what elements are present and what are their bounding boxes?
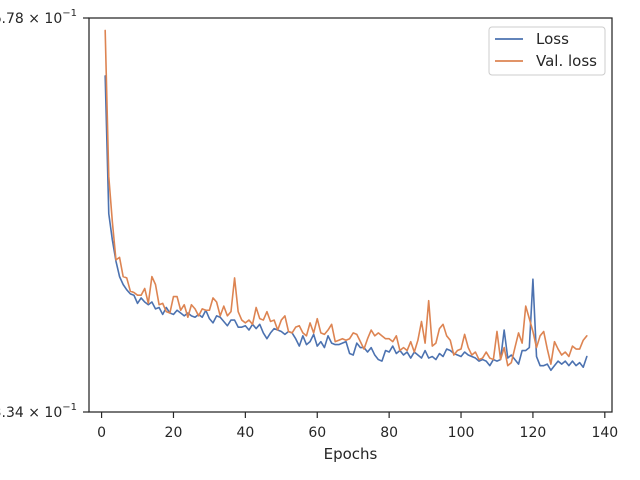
series-line-loss bbox=[104, 75, 588, 372]
x-ticks: 0 20 40 60 80 100 120 140 bbox=[97, 412, 618, 441]
series-line-val-loss bbox=[104, 29, 588, 367]
x-tick-label: 0 bbox=[97, 425, 106, 441]
legend: Loss Val. loss bbox=[488, 26, 606, 76]
x-tick-label: 140 bbox=[591, 425, 618, 441]
y-tick-label: 3.34 × 10−1 bbox=[0, 402, 77, 421]
x-axis-label: Epochs bbox=[324, 445, 378, 463]
x-tick-label: 120 bbox=[520, 425, 547, 441]
x-tick-label: 60 bbox=[308, 425, 326, 441]
plot-frame bbox=[88, 17, 613, 413]
series-layer bbox=[104, 29, 588, 372]
x-tick-label: 40 bbox=[236, 425, 254, 441]
legend-label: Val. loss bbox=[536, 52, 597, 70]
y-tick-label: 6.78 × 10−1 bbox=[0, 8, 77, 27]
x-tick-label: 20 bbox=[165, 425, 183, 441]
y-ticks: 6.78 × 10−1 3.34 × 10−1 bbox=[0, 8, 89, 421]
x-tick-label: 100 bbox=[448, 425, 475, 441]
x-tick-label: 80 bbox=[380, 425, 398, 441]
legend-label: Loss bbox=[536, 30, 569, 48]
